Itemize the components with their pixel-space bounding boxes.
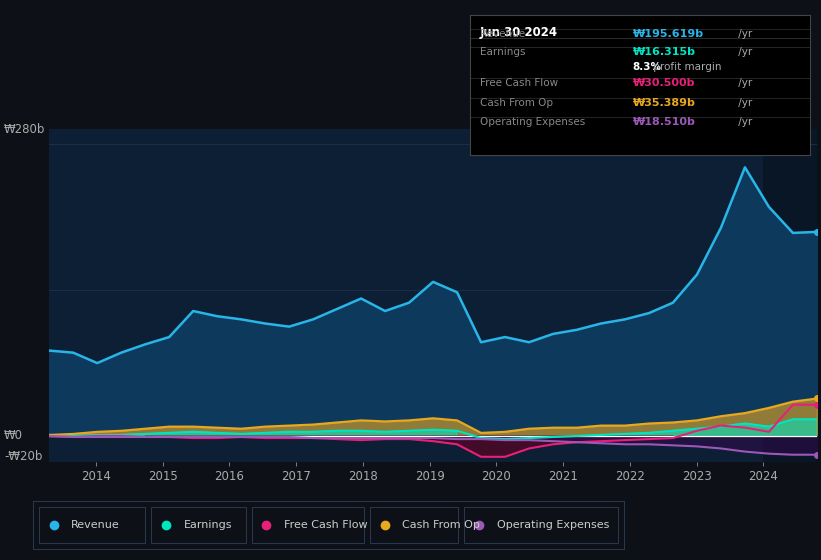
Text: Revenue: Revenue xyxy=(479,29,525,39)
Text: Operating Expenses: Operating Expenses xyxy=(497,520,609,530)
Text: /yr: /yr xyxy=(735,29,752,39)
Text: Free Cash Flow: Free Cash Flow xyxy=(479,78,558,88)
Text: profit margin: profit margin xyxy=(649,62,722,72)
Text: ₩35.389b: ₩35.389b xyxy=(633,97,695,108)
Text: Jun 30 2024: Jun 30 2024 xyxy=(479,26,558,39)
Text: /yr: /yr xyxy=(735,47,752,57)
Text: Earnings: Earnings xyxy=(479,47,525,57)
Text: ₩195.619b: ₩195.619b xyxy=(633,29,704,39)
Text: ₩18.510b: ₩18.510b xyxy=(633,117,695,127)
Text: Revenue: Revenue xyxy=(71,520,120,530)
Text: /yr: /yr xyxy=(735,117,752,127)
Text: -₩20b: -₩20b xyxy=(4,450,43,463)
Text: /yr: /yr xyxy=(735,78,752,88)
Text: Cash From Op: Cash From Op xyxy=(479,97,553,108)
Text: ₩16.315b: ₩16.315b xyxy=(633,47,695,57)
Text: /yr: /yr xyxy=(735,97,752,108)
Text: Operating Expenses: Operating Expenses xyxy=(479,117,585,127)
Bar xyxy=(764,129,817,462)
Text: Free Cash Flow: Free Cash Flow xyxy=(284,520,368,530)
Text: 8.3%: 8.3% xyxy=(633,62,662,72)
Text: Earnings: Earnings xyxy=(184,520,232,530)
Text: ₩0: ₩0 xyxy=(4,430,23,442)
Text: Cash From Op: Cash From Op xyxy=(402,520,480,530)
Text: ₩280b: ₩280b xyxy=(4,123,45,136)
Text: ₩30.500b: ₩30.500b xyxy=(633,78,695,88)
